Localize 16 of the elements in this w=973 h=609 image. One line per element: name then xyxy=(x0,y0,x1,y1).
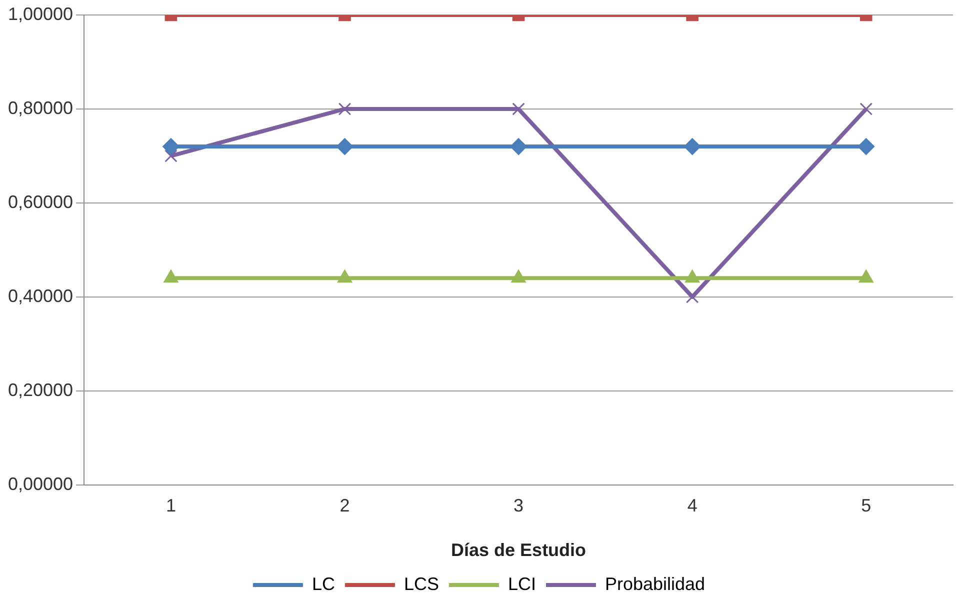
legend-label: Probabilidad xyxy=(604,574,706,594)
x-tick-label: 5 xyxy=(861,496,872,516)
x-tick-label: 1 xyxy=(166,496,176,516)
y-tick-label: 1,00000 xyxy=(8,4,74,24)
y-tick-label: 0,80000 xyxy=(8,98,74,118)
y-tick-label: 0,20000 xyxy=(8,380,74,400)
y-tick-label: 0,60000 xyxy=(8,192,74,212)
legend-label: LCS xyxy=(404,574,439,594)
y-tick-label: 0,40000 xyxy=(8,286,74,306)
legend-label: LCI xyxy=(508,574,536,594)
y-tick-label: 0,00000 xyxy=(8,474,74,494)
x-tick-label: 4 xyxy=(687,496,698,516)
x-axis-title: Días de Estudio xyxy=(451,540,586,560)
legend-label: LC xyxy=(312,574,335,594)
x-tick-label: 2 xyxy=(340,496,350,516)
x-tick-label: 3 xyxy=(514,496,524,516)
